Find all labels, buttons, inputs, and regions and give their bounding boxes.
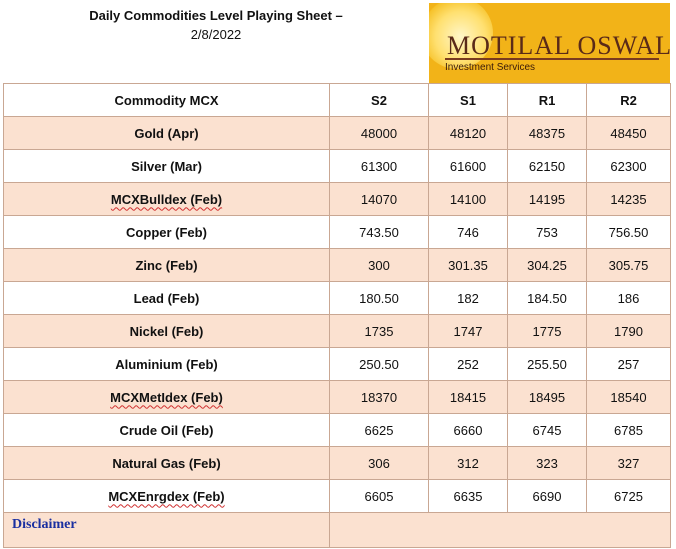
cell-r1: 18495 xyxy=(507,380,587,414)
table-row: Aluminium (Feb) 250.50 252 255.50 257 xyxy=(3,347,671,381)
cell-s1: 182 xyxy=(428,281,508,315)
logo-divider xyxy=(445,58,659,60)
cell-s2: 6605 xyxy=(329,479,429,513)
cell-r2: 62300 xyxy=(586,149,671,183)
commodity-name: MCXEnrgdex (Feb) xyxy=(3,479,330,513)
cell-r1: 753 xyxy=(507,215,587,249)
cell-s1: 6635 xyxy=(428,479,508,513)
cell-s1: 61600 xyxy=(428,149,508,183)
table-row: MCXMetIdex (Feb) 18370 18415 18495 18540 xyxy=(3,380,671,414)
cell-r2: 257 xyxy=(586,347,671,381)
table-row: Copper (Feb) 743.50 746 753 756.50 xyxy=(3,215,671,249)
cell-r1: 48375 xyxy=(507,116,587,150)
table-row: Gold (Apr) 48000 48120 48375 48450 xyxy=(3,116,671,150)
table-row: MCXEnrgdex (Feb) 6605 6635 6690 6725 xyxy=(3,479,671,513)
table-row: Silver (Mar) 61300 61600 62150 62300 xyxy=(3,149,671,183)
cell-s1: 6660 xyxy=(428,413,508,447)
disclaimer-row: Disclaimer xyxy=(3,512,671,548)
cell-s2: 1735 xyxy=(329,314,429,348)
table-row: MCXBulldex (Feb) 14070 14100 14195 14235 xyxy=(3,182,671,216)
commodity-name: Natural Gas (Feb) xyxy=(3,446,330,480)
commodity-name: Lead (Feb) xyxy=(3,281,330,315)
commodity-name-text: MCXEnrgdex (Feb) xyxy=(108,488,225,504)
cell-s1: 746 xyxy=(428,215,508,249)
commodity-name: Aluminium (Feb) xyxy=(3,347,330,381)
cell-s2: 14070 xyxy=(329,182,429,216)
column-header-s2: S2 xyxy=(329,83,429,117)
column-header-s1: S1 xyxy=(428,83,508,117)
cell-r1: 6690 xyxy=(507,479,587,513)
sheet-header: Daily Commodities Level Playing Sheet – … xyxy=(3,3,429,83)
commodity-name: Zinc (Feb) xyxy=(3,248,330,282)
table-row: Crude Oil (Feb) 6625 6660 6745 6785 xyxy=(3,413,671,447)
cell-s2: 61300 xyxy=(329,149,429,183)
sheet-title: Daily Commodities Level Playing Sheet – xyxy=(89,8,343,23)
commodity-name: Silver (Mar) xyxy=(3,149,330,183)
column-header-commodity: Commodity MCX xyxy=(3,83,330,117)
cell-s2: 18370 xyxy=(329,380,429,414)
disclaimer-label: Disclaimer xyxy=(3,512,330,548)
cell-s1: 1747 xyxy=(428,314,508,348)
table-row: Natural Gas (Feb) 306 312 323 327 xyxy=(3,446,671,480)
cell-s2: 306 xyxy=(329,446,429,480)
cell-s1: 312 xyxy=(428,446,508,480)
table-row: Zinc (Feb) 300 301.35 304.25 305.75 xyxy=(3,248,671,282)
logo-brand-text: MOTILAL OSWAL xyxy=(447,31,670,60)
column-header-r2: R2 xyxy=(586,83,671,117)
commodity-levels-table: Commodity MCX S2 S1 R1 R2 Gold (Apr) 480… xyxy=(3,83,671,548)
cell-r2: 18540 xyxy=(586,380,671,414)
table-row: Nickel (Feb) 1735 1747 1775 1790 xyxy=(3,314,671,348)
cell-r2: 756.50 xyxy=(586,215,671,249)
logo-subtitle: Investment Services xyxy=(445,62,536,73)
cell-r2: 48450 xyxy=(586,116,671,150)
commodity-name: MCXBulldex (Feb) xyxy=(3,182,330,216)
commodity-name: MCXMetIdex (Feb) xyxy=(3,380,330,414)
cell-s2: 300 xyxy=(329,248,429,282)
sheet-date: 2/8/2022 xyxy=(190,27,242,42)
commodity-name: Crude Oil (Feb) xyxy=(3,413,330,447)
cell-s2: 250.50 xyxy=(329,347,429,381)
cell-r2: 327 xyxy=(586,446,671,480)
cell-s2: 180.50 xyxy=(329,281,429,315)
cell-r1: 184.50 xyxy=(507,281,587,315)
commodity-name-text: MCXMetIdex (Feb) xyxy=(110,389,223,405)
cell-s2: 743.50 xyxy=(329,215,429,249)
cell-r2: 305.75 xyxy=(586,248,671,282)
motilal-oswal-logo: MOTILAL OSWAL Investment Services xyxy=(429,3,670,83)
table-row: Lead (Feb) 180.50 182 184.50 186 xyxy=(3,281,671,315)
cell-s2: 6625 xyxy=(329,413,429,447)
cell-s1: 48120 xyxy=(428,116,508,150)
commodities-sheet: Daily Commodities Level Playing Sheet – … xyxy=(3,3,671,548)
cell-r1: 14195 xyxy=(507,182,587,216)
disclaimer-empty-cell xyxy=(329,512,671,548)
cell-s2: 48000 xyxy=(329,116,429,150)
cell-r1: 304.25 xyxy=(507,248,587,282)
commodity-name: Nickel (Feb) xyxy=(3,314,330,348)
cell-r1: 62150 xyxy=(507,149,587,183)
commodity-name: Gold (Apr) xyxy=(3,116,330,150)
commodity-name: Copper (Feb) xyxy=(3,215,330,249)
column-header-r1: R1 xyxy=(507,83,587,117)
cell-r2: 6785 xyxy=(586,413,671,447)
cell-r1: 323 xyxy=(507,446,587,480)
cell-r1: 6745 xyxy=(507,413,587,447)
cell-r1: 255.50 xyxy=(507,347,587,381)
cell-s1: 252 xyxy=(428,347,508,381)
cell-r1: 1775 xyxy=(507,314,587,348)
table-header-row: Commodity MCX S2 S1 R1 R2 xyxy=(3,83,671,117)
cell-r2: 1790 xyxy=(586,314,671,348)
cell-r2: 6725 xyxy=(586,479,671,513)
cell-s1: 18415 xyxy=(428,380,508,414)
cell-r2: 14235 xyxy=(586,182,671,216)
cell-s1: 14100 xyxy=(428,182,508,216)
cell-r2: 186 xyxy=(586,281,671,315)
cell-s1: 301.35 xyxy=(428,248,508,282)
commodity-name-text: MCXBulldex (Feb) xyxy=(110,191,223,207)
